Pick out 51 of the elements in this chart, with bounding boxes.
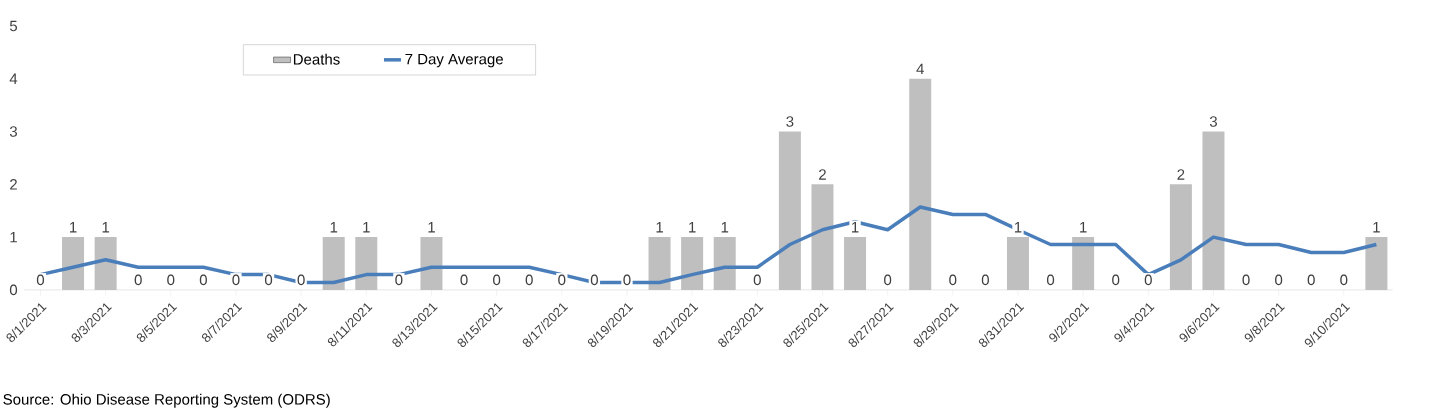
data-label: 1 — [102, 222, 110, 233]
data-label: 0 — [36, 274, 45, 286]
data-label: 0 — [590, 274, 598, 286]
data-label: 0 — [264, 274, 273, 286]
data-label: 2 — [1177, 169, 1185, 180]
data-label: 0 — [1275, 274, 1283, 286]
y-tick-label: 1 — [10, 232, 17, 243]
data-label: 3 — [1209, 116, 1217, 127]
data-label: 0 — [134, 274, 142, 286]
data-label: 0 — [460, 274, 468, 286]
data-label: 1 — [1014, 222, 1022, 233]
data-label: 1 — [852, 222, 859, 233]
data-label: 0 — [884, 274, 892, 286]
legend-label: Deaths — [293, 53, 340, 65]
data-label: 0 — [1144, 274, 1152, 286]
data-label: 0 — [1242, 274, 1250, 286]
data-label: 0 — [1340, 274, 1348, 286]
data-label: 1 — [721, 222, 729, 233]
data-label: 0 — [558, 274, 566, 286]
data-label: 1 — [1080, 222, 1087, 233]
data-label: 0 — [395, 274, 403, 286]
data-label: 1 — [70, 222, 77, 233]
data-label: 1 — [428, 222, 435, 233]
data-label: 0 — [753, 274, 761, 286]
data-label: 0 — [1046, 274, 1055, 286]
y-tick-label: 4 — [9, 73, 18, 84]
data-label: 0 — [167, 274, 175, 286]
data-label: 1 — [363, 222, 370, 233]
data-label: 0 — [1307, 274, 1315, 286]
source-note: Source: Ohio Disease Reporting System (ODRS) — [3, 393, 330, 408]
data-label: 1 — [330, 222, 338, 233]
data-label: 4 — [916, 63, 924, 75]
data-label: 0 — [981, 274, 989, 286]
data-label: 3 — [786, 116, 794, 127]
data-label: 0 — [493, 274, 501, 286]
data-label: 1 — [689, 222, 696, 233]
data-label: 1 — [1373, 222, 1380, 233]
data-label: 0 — [1112, 274, 1120, 286]
data-label: 0 — [232, 274, 240, 286]
data-label: 0 — [949, 274, 957, 286]
y-tick-label: 2 — [10, 179, 17, 190]
y-tick-label: 3 — [9, 126, 18, 137]
data-label: 2 — [819, 169, 826, 180]
data-label: 1 — [656, 222, 663, 233]
data-label: 0 — [297, 274, 305, 286]
data-label: 0 — [199, 274, 207, 286]
legend-label: 7 Day Average — [405, 54, 503, 68]
y-tick-label: 5 — [9, 20, 18, 32]
data-label: 0 — [525, 274, 533, 286]
y-tick-label: 0 — [9, 284, 18, 296]
data-label: 0 — [623, 274, 631, 286]
